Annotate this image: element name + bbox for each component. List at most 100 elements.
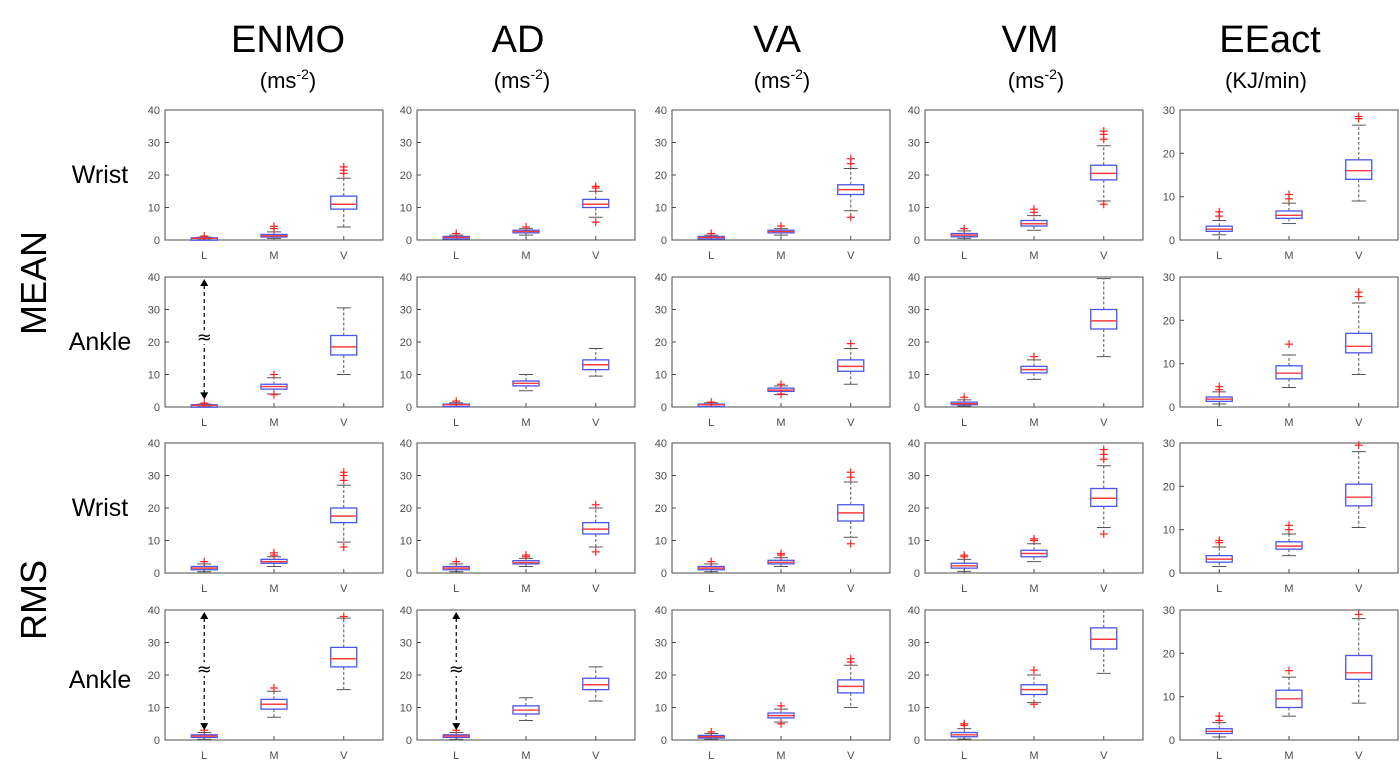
y-tick-label: 30 <box>908 305 920 317</box>
axes-frame <box>671 109 891 241</box>
x-tick-label: M <box>521 417 530 429</box>
annotation-label-bg <box>196 330 213 345</box>
y-tick-label: 10 <box>908 703 920 715</box>
box-iqr <box>1275 365 1303 380</box>
box-L <box>190 726 218 740</box>
panel-r0-c4: 0 10 20 30 L M V <box>1163 105 1399 262</box>
panel-r2-c0: 0 10 20 30 40 L M V <box>148 438 384 595</box>
box-M <box>1275 340 1303 388</box>
panel-r0-c1: 0 10 20 30 40 L M V <box>400 105 636 262</box>
panel-r3-c2: 0 10 20 30 40 L M V <box>655 605 891 762</box>
x-tick-label: M <box>269 250 278 262</box>
y-tick-label: 40 <box>655 272 667 284</box>
box-iqr <box>330 334 358 356</box>
x-tick-label: L <box>453 417 459 429</box>
x-tick-label: V <box>1355 583 1363 595</box>
x-tick-label: V <box>847 417 855 429</box>
box-V <box>1090 609 1118 674</box>
y-tick-label: 30 <box>655 138 667 150</box>
unit-superscript: -2 <box>530 66 543 82</box>
box-V <box>1345 112 1373 202</box>
annotation-label-bg <box>448 662 465 677</box>
x-tick-label: M <box>269 750 278 762</box>
box-V <box>837 654 865 708</box>
y-tick-label: 30 <box>908 638 920 650</box>
unit-superscript: -2 <box>296 66 309 82</box>
panel-r2-c1: 0 10 20 30 40 L M V <box>400 438 636 595</box>
y-tick-label: 0 <box>914 735 920 747</box>
y-tick-label: 20 <box>148 337 160 349</box>
box-L <box>697 398 725 408</box>
y-tick-label: 20 <box>400 337 412 349</box>
x-tick-label: L <box>1216 583 1222 595</box>
column-unit-va: (ms-2) <box>754 66 810 93</box>
box-M <box>1275 521 1303 557</box>
box-V <box>330 612 358 691</box>
x-tick-label: V <box>340 417 348 429</box>
box-iqr <box>330 646 358 668</box>
box-L <box>442 557 470 573</box>
box-iqr <box>1345 483 1373 507</box>
y-tick-label: 10 <box>400 703 412 715</box>
group-label-rms: RMS <box>13 560 54 640</box>
unit-base: (ms <box>494 68 531 93</box>
box-iqr <box>1345 332 1373 354</box>
y-tick-label: 20 <box>655 337 667 349</box>
y-tick-label: 20 <box>655 170 667 182</box>
x-tick-label: V <box>340 583 348 595</box>
unit-superscript: -2 <box>790 66 803 82</box>
y-tick-label: 0 <box>1169 235 1175 247</box>
y-tick-label: 20 <box>655 670 667 682</box>
arrow-up-icon <box>452 612 461 619</box>
y-tick-label: 30 <box>400 471 412 483</box>
y-tick-label: 0 <box>406 402 412 414</box>
y-tick-label: 10 <box>1163 359 1175 371</box>
x-tick-label: L <box>201 583 207 595</box>
x-tick-label: V <box>592 583 600 595</box>
x-tick-label: M <box>1029 583 1038 595</box>
x-tick-label: L <box>453 583 459 595</box>
box-L <box>950 719 978 740</box>
box-M <box>767 222 795 236</box>
unit-base: (ms <box>1008 68 1045 93</box>
x-tick-label: M <box>776 583 785 595</box>
x-tick-label: L <box>708 750 714 762</box>
y-tick-label: 20 <box>1163 648 1175 660</box>
box-L <box>442 726 470 740</box>
x-tick-label: M <box>776 250 785 262</box>
box-V <box>1090 127 1118 209</box>
y-tick-label: 20 <box>148 670 160 682</box>
y-tick-label: 40 <box>400 105 412 117</box>
box-V <box>1345 441 1373 528</box>
box-L <box>1205 207 1233 236</box>
x-tick-label: M <box>269 583 278 595</box>
x-tick-label: V <box>1355 250 1363 262</box>
x-tick-label: L <box>708 417 714 429</box>
x-tick-label: M <box>1284 417 1293 429</box>
axes-frame <box>164 109 384 241</box>
box-iqr <box>1090 627 1118 650</box>
y-tick-label: 40 <box>148 105 160 117</box>
box-L <box>442 229 470 240</box>
y-tick-label: 20 <box>655 503 667 515</box>
box-L <box>1205 536 1233 567</box>
arrow-down-icon <box>452 723 461 731</box>
box-L <box>190 399 218 408</box>
y-tick-label: 40 <box>908 438 920 450</box>
y-tick-label: 20 <box>148 503 160 515</box>
box-iqr <box>1090 487 1118 508</box>
box-L <box>442 397 470 408</box>
box-V <box>1090 445 1118 538</box>
y-tick-label: 0 <box>1169 568 1175 580</box>
x-tick-label: V <box>847 250 855 262</box>
y-tick-label: 20 <box>1163 481 1175 493</box>
box-V <box>837 339 865 385</box>
y-tick-label: 10 <box>908 536 920 548</box>
y-tick-label: 20 <box>400 670 412 682</box>
x-tick-label: L <box>708 250 714 262</box>
x-tick-label: M <box>521 583 530 595</box>
y-tick-label: 30 <box>400 138 412 150</box>
approx-annotation-2: ≈ <box>448 612 465 731</box>
x-tick-label: V <box>1355 417 1363 429</box>
